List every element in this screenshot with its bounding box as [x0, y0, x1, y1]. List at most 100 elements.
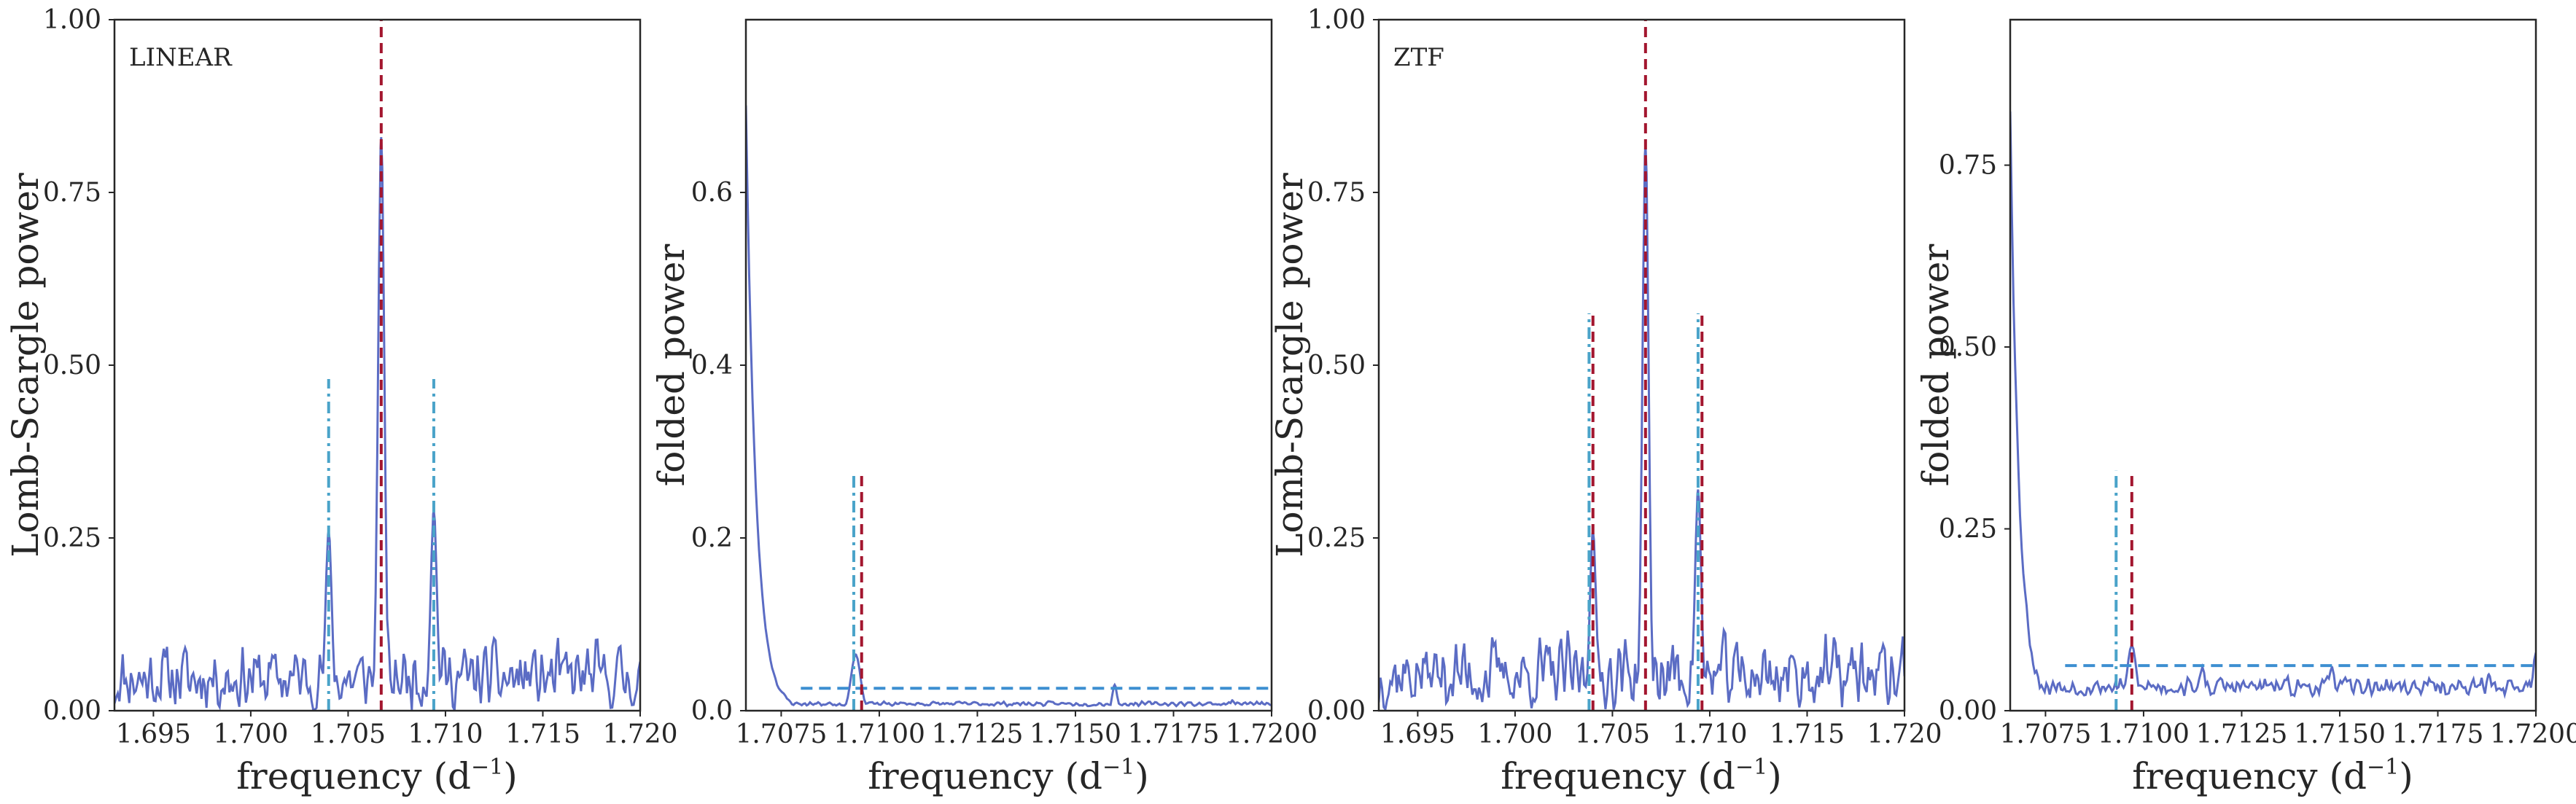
x-tick-label: 1.710 — [1672, 719, 1747, 749]
y-tick-label: 0.2 — [691, 523, 733, 553]
y-tick-label: 0.00 — [43, 696, 101, 726]
y-tick-label: 0.6 — [691, 178, 733, 208]
x-tick: 1.7200 — [2490, 711, 2576, 749]
x-tick: 1.710 — [1672, 711, 1747, 749]
panel-annotation: ZTF — [1393, 43, 1444, 72]
x-tick-label: 1.700 — [1477, 719, 1552, 749]
x-tick-label: 1.715 — [505, 719, 580, 749]
power-curve — [114, 137, 640, 711]
x-tick-label: 1.7075 — [1999, 719, 2091, 749]
y-tick-label: 0.00 — [1307, 696, 1366, 726]
panel-ztf-folded: 1.7075 1.7100 1.7125 1.7150 1.7175 1.7200 0.00… — [1915, 18, 2576, 797]
y-axis-label: Lomb-Scargle power — [1269, 173, 1311, 558]
y-tick: 0.75 — [1307, 178, 1379, 208]
x-tick-label: 1.7100 — [833, 719, 925, 749]
x-tick-label: 1.7125 — [931, 719, 1023, 749]
y-tick: 0.0 — [691, 696, 746, 726]
y-axis-label: folded power — [1915, 244, 1957, 487]
panel-linear-folded: 1.7075 1.7100 1.7125 1.7150 1.7175 1.7200 0.0 0… — [650, 18, 1318, 797]
x-tick-label: 1.7200 — [1226, 719, 1318, 749]
x-tick-label: 1.705 — [1575, 719, 1650, 749]
y-tick-label: 0.4 — [691, 351, 733, 380]
x-tick: 1.7175 — [1128, 711, 1220, 749]
x-axis-label: frequency (d−1) — [236, 754, 517, 797]
y-tick-label: 1.00 — [43, 5, 101, 35]
y-tick-label: 0.50 — [1939, 332, 1997, 362]
y-tick-label: 0.50 — [43, 351, 101, 380]
x-tick-label: 1.705 — [311, 719, 386, 749]
y-tick-label: 1.00 — [1307, 5, 1366, 35]
x-tick: 1.720 — [602, 711, 678, 749]
y-tick: 0.6 — [691, 178, 746, 208]
y-tick-label: 0.75 — [1307, 178, 1366, 208]
x-tick-label: 1.695 — [1380, 719, 1455, 749]
y-tick: 1.00 — [1307, 5, 1379, 35]
y-tick-label: 0.00 — [1939, 696, 1997, 726]
axes-frame — [744, 18, 1273, 712]
x-tick-label: 1.7125 — [2195, 719, 2287, 749]
x-axis-label: frequency (d−1) — [868, 754, 1148, 797]
y-tick: 0.00 — [1307, 696, 1379, 726]
y-tick: 0.75 — [43, 178, 114, 208]
x-tick-label: 1.720 — [602, 719, 677, 749]
x-tick: 1.7125 — [931, 711, 1023, 749]
x-tick: 1.7125 — [2195, 711, 2287, 749]
y-tick: 0.25 — [1939, 515, 2010, 545]
y-tick-label: 0.75 — [1939, 151, 1997, 181]
y-tick: 0.50 — [1307, 351, 1379, 380]
y-tick: 0.00 — [43, 696, 114, 726]
x-tick: 1.7150 — [2294, 711, 2386, 749]
y-tick: 0.25 — [1307, 523, 1379, 553]
x-tick-label: 1.695 — [116, 719, 191, 749]
y-tick: 0.00 — [1939, 696, 2010, 726]
x-tick-label: 1.7100 — [2098, 719, 2190, 749]
x-tick: 1.7150 — [1030, 711, 1121, 749]
x-tick: 1.705 — [311, 711, 386, 749]
x-tick-label: 1.720 — [1867, 719, 1942, 749]
x-tick-label: 1.7150 — [2294, 719, 2386, 749]
power-curve — [2010, 111, 2536, 700]
y-axis-label: Lomb-Scargle power — [4, 173, 47, 558]
x-tick-label: 1.700 — [213, 719, 288, 749]
power-curve — [746, 105, 1272, 709]
x-tick: 1.715 — [1770, 711, 1845, 749]
panel-annotation: LINEAR — [129, 43, 233, 72]
x-tick: 1.720 — [1867, 711, 1942, 749]
x-tick: 1.7075 — [1999, 711, 2091, 749]
x-tick: 1.7200 — [1226, 711, 1318, 749]
x-tick-label: 1.7200 — [2490, 719, 2576, 749]
plot-area: 1.7075 1.7100 1.7125 1.7150 1.7175 1.7200 0.00… — [1939, 18, 2576, 749]
panel-linear-periodogram: 1.695 1.700 1.705 1.710 1.715 1.720 0.00 0.25 0.… — [4, 5, 678, 797]
y-tick: 1.00 — [43, 5, 114, 35]
y-tick-label: 0.25 — [1307, 523, 1366, 553]
y-tick-label: 0.50 — [1307, 351, 1366, 380]
x-tick: 1.7075 — [735, 711, 827, 749]
plot-area: 1.7075 1.7100 1.7125 1.7150 1.7175 1.7200 0.0 0… — [691, 18, 1318, 749]
x-tick-label: 1.7175 — [2392, 719, 2484, 749]
plot-area: 1.695 1.700 1.705 1.710 1.715 1.720 0.00 0.25 0.… — [1307, 5, 1942, 749]
x-tick: 1.705 — [1575, 711, 1650, 749]
y-axis-label: folded power — [650, 244, 693, 487]
x-axis-label: frequency (d−1) — [2132, 754, 2413, 797]
x-tick: 1.710 — [408, 711, 483, 749]
y-tick: 0.50 — [43, 351, 114, 380]
y-tick-label: 0.25 — [1939, 515, 1997, 545]
x-tick: 1.715 — [505, 711, 580, 749]
plot-area: 1.695 1.700 1.705 1.710 1.715 1.720 0.00 0.25 0.… — [43, 5, 678, 749]
x-tick: 1.700 — [213, 711, 288, 749]
x-tick-label: 1.7175 — [1128, 719, 1220, 749]
y-tick-label: 0.25 — [43, 523, 101, 553]
x-tick-label: 1.7075 — [735, 719, 827, 749]
x-tick: 1.7100 — [833, 711, 925, 749]
y-tick: 0.25 — [43, 523, 114, 553]
y-tick: 0.75 — [1939, 151, 2010, 181]
x-tick: 1.7100 — [2098, 711, 2190, 749]
x-tick: 1.695 — [1380, 711, 1455, 749]
x-tick: 1.700 — [1477, 711, 1552, 749]
x-tick-label: 1.710 — [408, 719, 483, 749]
y-tick-label: 0.75 — [43, 178, 101, 208]
x-axis-label: frequency (d−1) — [1501, 754, 1781, 797]
power-curve — [1379, 144, 1904, 711]
y-tick: 0.2 — [691, 523, 746, 553]
